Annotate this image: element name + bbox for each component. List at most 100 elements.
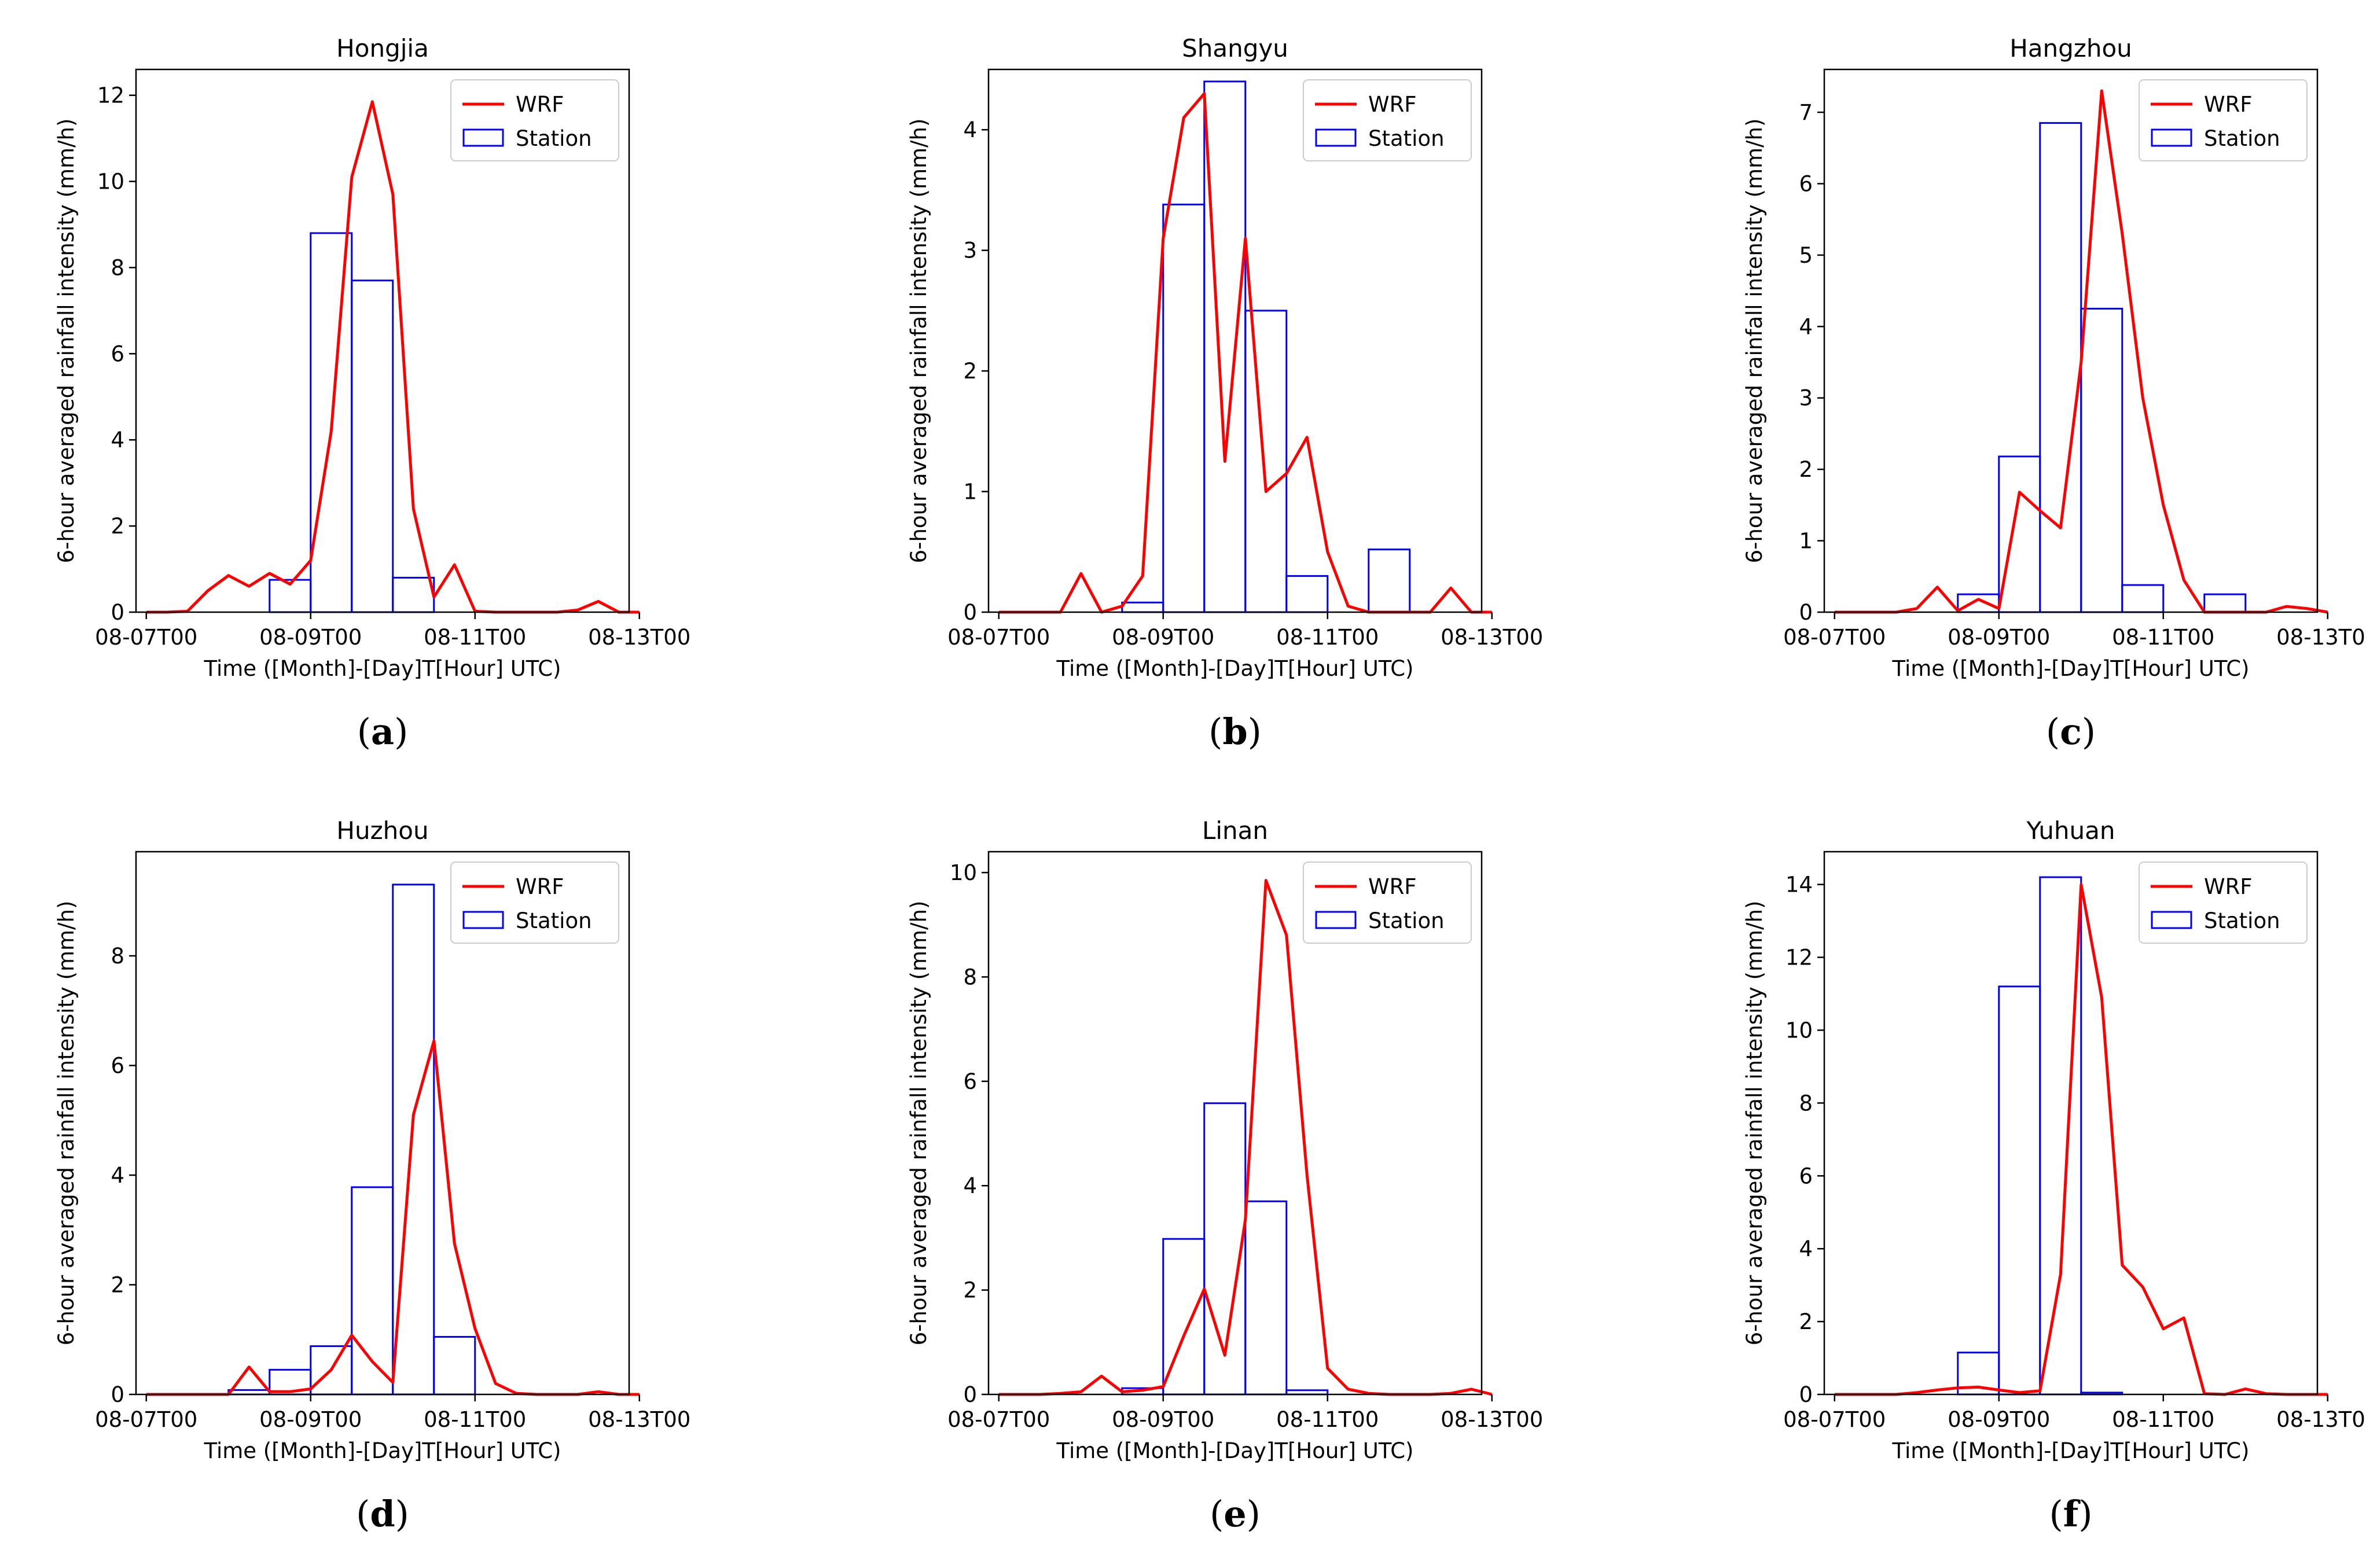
station-bar (1998, 985, 2041, 1396)
y-tick-label: 0 (963, 1382, 977, 1407)
y-tick-label: 6 (963, 1069, 977, 1094)
legend-box (2139, 79, 2308, 161)
x-tick-label: 08-09T00 (259, 1407, 362, 1432)
y-tick-label: 12 (1785, 945, 1813, 970)
caption-paren: ( (357, 711, 371, 753)
legend-wrf-label: WRF (516, 874, 564, 899)
legend-station-swatch (1315, 128, 1357, 147)
legend-box (450, 79, 619, 161)
y-tick-label: 2 (111, 1273, 124, 1298)
x-tick-label: 08-07T00 (1783, 625, 1886, 650)
y-axis-label: 6-hour averaged rainfall intensity (mm/h… (54, 901, 79, 1346)
y-tick-label: 0 (111, 1382, 124, 1407)
x-tick-label: 08-11T00 (424, 1407, 526, 1432)
y-tick-label: 4 (963, 1173, 977, 1198)
caption-letter: b (1222, 711, 1248, 753)
y-tick-label: 1 (963, 480, 977, 505)
chart-panel-d: Huzhou 0 2 4 6 8 08-07T00 08-09T00 08-11T00 08-13… (54, 816, 690, 1463)
station-bar (1998, 455, 2041, 613)
legend-station-label: Station (2204, 908, 2280, 933)
legend-wrf-label: WRF (516, 92, 564, 117)
legend-box (450, 862, 619, 944)
y-tick-label: 0 (1799, 1382, 1813, 1407)
x-tick-label: 08-13T00 (1441, 625, 1543, 650)
x-tick-label: 08-11T00 (2112, 625, 2214, 650)
station-bar (1244, 1200, 1288, 1396)
axes-frame (987, 68, 1483, 613)
y-tick-label: 6 (1799, 1164, 1813, 1188)
legend-station-swatch (1315, 911, 1357, 929)
y-tick-label: 4 (1799, 1236, 1813, 1261)
y-tick-label: 2 (1799, 457, 1813, 482)
caption-paren: ) (395, 1493, 409, 1535)
x-tick-label: 08-07T00 (95, 625, 197, 650)
station-bar (1244, 310, 1288, 613)
legend-station-swatch (462, 128, 504, 147)
y-tick-label: 8 (1799, 1091, 1813, 1116)
chart-title: Yuhuan (2026, 816, 2115, 845)
caption-letter: c (2060, 711, 2082, 753)
y-tick-label: 0 (1799, 600, 1813, 625)
panel-caption: (a) (325, 711, 440, 753)
x-axis-label: Time ([Month]-[Day]T[Hour] UTC) (1056, 656, 1413, 681)
y-tick-label: 12 (97, 83, 124, 108)
chart-title: Shangyu (1182, 34, 1288, 62)
axes-frame (987, 851, 1483, 1396)
legend-station-label: Station (516, 126, 592, 151)
panel-caption: (e) (1177, 1493, 1293, 1535)
y-tick-label: 3 (963, 238, 977, 263)
station-bar (351, 279, 394, 613)
y-tick-label: 8 (111, 255, 124, 280)
caption-letter: a (370, 711, 395, 753)
legend: WRF Station (1303, 79, 1472, 161)
legend: WRF Station (1303, 862, 1472, 944)
x-axis-label: Time ([Month]-[Day]T[Hour] UTC) (1891, 656, 2249, 681)
panel-caption: (c) (2013, 711, 2129, 753)
y-tick-label: 6 (1799, 171, 1813, 196)
axes-frame (135, 851, 630, 1396)
y-tick-label: 1 (1799, 529, 1813, 554)
y-tick-label: 2 (111, 514, 124, 539)
legend-station-label: Station (2204, 126, 2280, 151)
legend-station-label: Station (1368, 126, 1445, 151)
y-tick-label: 6 (111, 1054, 124, 1079)
caption-letter: d (370, 1493, 395, 1535)
legend-box (1303, 79, 1472, 161)
station-bar (1121, 601, 1164, 613)
y-tick-label: 7 (1799, 100, 1813, 125)
legend-station-label: Station (1368, 908, 1445, 933)
x-tick-label: 08-09T00 (259, 625, 362, 650)
x-tick-label: 08-07T00 (1783, 1407, 1886, 1432)
y-tick-label: 10 (97, 170, 124, 194)
station-bar (1957, 593, 2000, 613)
station-bar (1162, 203, 1206, 613)
station-bar (433, 1336, 476, 1396)
station-bar (2039, 122, 2082, 613)
x-tick-label: 08-13T00 (588, 625, 690, 650)
caption-letter: e (1224, 1493, 1247, 1535)
station-bar (1285, 575, 1329, 613)
legend-wrf-label: WRF (1368, 92, 1417, 117)
x-tick-label: 08-07T00 (947, 1407, 1050, 1432)
panel-caption: (d) (325, 1493, 440, 1535)
y-tick-label: 10 (1785, 1018, 1813, 1043)
y-tick-label: 2 (1799, 1309, 1813, 1334)
y-tick-label: 8 (111, 944, 124, 969)
y-tick-label: 0 (963, 600, 977, 625)
chart-panel-e: Linan 0 2 4 6 8 10 08-07T00 08-09T00 08-11T00 08-1… (906, 816, 1543, 1463)
x-tick-label: 08-09T00 (1948, 625, 2050, 650)
y-tick-label: 10 (950, 860, 977, 885)
legend-station-swatch (462, 911, 504, 929)
y-tick-label: 4 (1799, 314, 1813, 339)
station-bar (1368, 549, 1411, 613)
caption-paren: ( (2045, 711, 2060, 753)
x-axis-label: Time ([Month]-[Day]T[Hour] UTC) (203, 1438, 561, 1463)
y-tick-label: 4 (963, 117, 977, 142)
legend-station-label: Station (516, 908, 592, 933)
caption-paren: ( (1210, 1493, 1224, 1535)
y-axis-label: 6-hour averaged rainfall intensity (mm/h… (1742, 119, 1767, 564)
caption-paren: ( (1208, 711, 1223, 753)
legend-station-swatch (2151, 128, 2192, 147)
panel-caption: (f) (2013, 1493, 2129, 1535)
axes-frame (135, 68, 630, 613)
